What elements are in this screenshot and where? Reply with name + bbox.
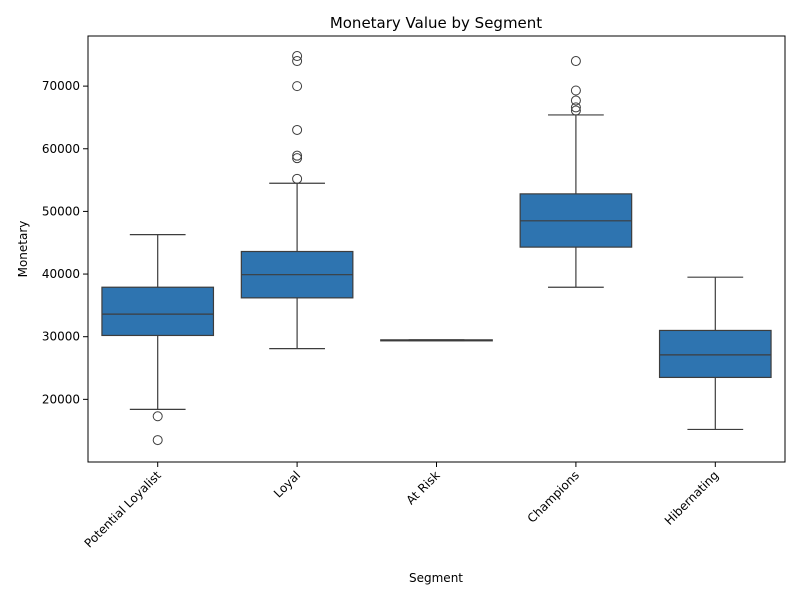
outlier-point [292,56,303,67]
y-tick-label: 70000 [42,79,80,93]
box-iqr [658,329,772,379]
y-axis-label: Monetary [16,221,30,278]
outlier-point [292,150,303,161]
outlier-point [152,435,163,446]
outlier-point [570,105,581,116]
chart-title: Monetary Value by Segment [330,14,542,32]
x-tick-label: Potential Loyalist [82,468,164,550]
x-tick-label: Champions [525,468,582,525]
outlier-point [152,411,163,422]
y-tick-label: 40000 [42,267,80,281]
outlier-point [292,81,303,92]
outlier-point [292,124,303,135]
x-axis-label: Segment [409,571,463,585]
outlier-point [570,95,581,106]
outlier-point [570,102,581,113]
outlier-point [292,153,303,164]
x-tick-label: Hibernating [662,468,722,528]
y-tick-label: 20000 [42,392,80,406]
x-tick-label: Loyal [271,468,303,500]
outlier-point [292,173,303,184]
box-iqr [101,286,215,337]
y-tick-label: 60000 [42,142,80,156]
y-tick-label: 50000 [42,204,80,218]
x-tick-label: At Risk [403,468,442,507]
outlier-point [292,51,303,62]
plot-frame [87,35,786,463]
outlier-point [570,56,581,67]
outlier-point [570,85,581,96]
y-tick-label: 30000 [42,330,80,344]
